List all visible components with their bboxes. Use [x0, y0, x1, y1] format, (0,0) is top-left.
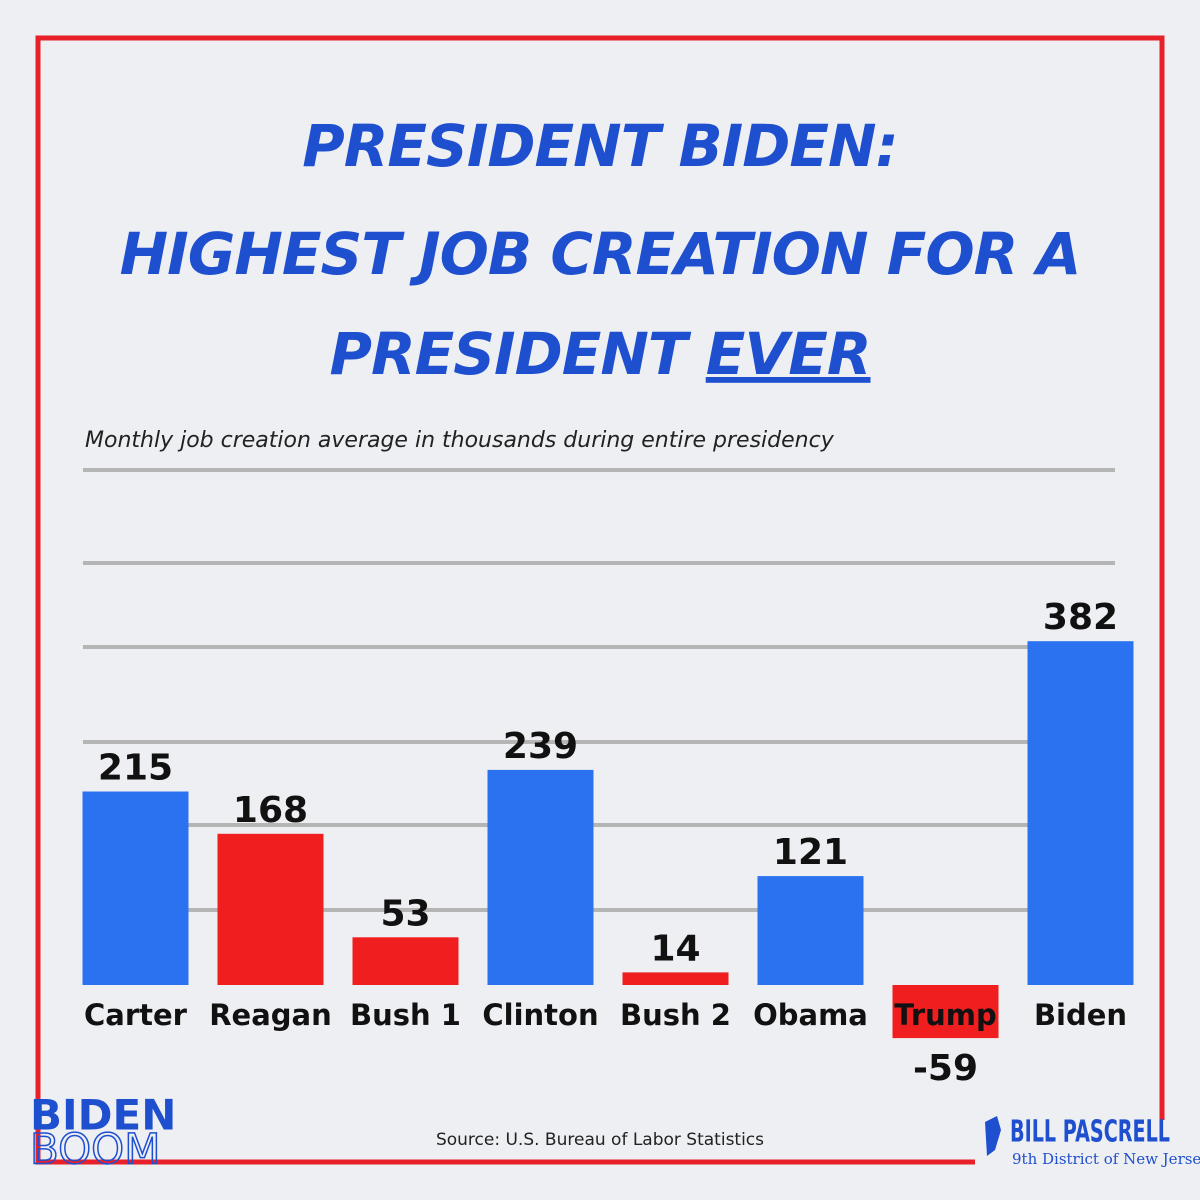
title-line: PRESIDENT BIDEN: [302, 112, 898, 180]
x-tick-label: Bush 2 [620, 998, 731, 1032]
value-label: 215 [98, 748, 173, 789]
bar [757, 876, 864, 985]
value-label: 168 [233, 790, 308, 831]
frame [35, 35, 1165, 1165]
source: Source: U.S. Bureau of Labor Statistics [436, 1130, 764, 1150]
bar [1027, 641, 1134, 985]
x-tick-label: Bush 1 [350, 998, 461, 1032]
bar [892, 985, 999, 1039]
logo-right: BILL PASCRELL [1010, 1115, 1170, 1150]
bar [622, 972, 729, 985]
bar [352, 937, 459, 985]
title-line: PRESIDENT [329, 320, 691, 388]
value-label: 14 [650, 928, 700, 969]
title-emphasis: EVER [706, 320, 871, 388]
bar [487, 769, 594, 985]
value-label: -59 [913, 1048, 978, 1089]
value-label: 382 [1043, 597, 1118, 638]
x-tick-label: Trump [894, 998, 997, 1032]
title-line: HIGHEST JOB CREATION FOR A [120, 220, 1081, 288]
logo-left: BOOM [30, 1125, 160, 1174]
value-label: 121 [773, 832, 848, 873]
logo-right-sub: 9th District of New Jersey [1012, 1150, 1200, 1168]
bar [82, 791, 189, 985]
logo-left: BIDEN [30, 1091, 176, 1140]
x-tick-label: Reagan [209, 998, 332, 1032]
x-tick-label: Clinton [482, 998, 598, 1032]
value-label: 53 [380, 893, 430, 934]
value-label: 239 [503, 726, 578, 767]
title-line: PRESIDENT EVER [329, 320, 870, 388]
nj-icon [985, 1116, 1001, 1156]
x-tick-label: Biden [1034, 998, 1127, 1032]
subtitle: Monthly job creation average in thousand… [85, 428, 835, 453]
x-tick-label: Carter [84, 998, 188, 1032]
x-tick-label: Obama [753, 998, 868, 1032]
bar [217, 833, 324, 985]
